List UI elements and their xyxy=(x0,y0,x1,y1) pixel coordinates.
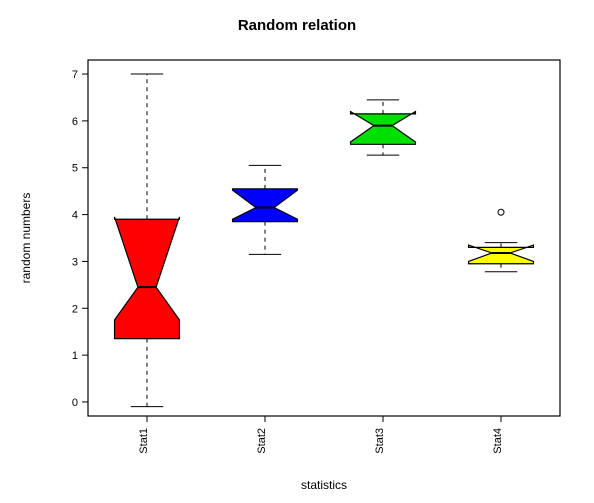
x-tick-label: Stat3 xyxy=(374,428,386,454)
chart-title: Random relation xyxy=(238,17,356,34)
x-axis-label: statistics xyxy=(301,478,347,492)
chart-svg: Random relation 0 1 2 3 4 5 6 7 random numbers Sta… xyxy=(0,0,594,503)
y-axis-label: random numbers xyxy=(19,193,33,284)
y-tick-label: 0 xyxy=(72,397,78,409)
y-tick-label: 2 xyxy=(72,303,78,315)
y-tick-label: 1 xyxy=(72,350,78,362)
boxplot-chart: Random relation 0 1 2 3 4 5 6 7 random numbers Sta… xyxy=(0,0,594,503)
x-tick-label: Stat2 xyxy=(256,428,268,454)
y-tick-label: 4 xyxy=(72,210,78,222)
y-tick-label: 6 xyxy=(72,116,78,128)
x-tick-label: Stat1 xyxy=(138,428,150,454)
x-tick-label: Stat4 xyxy=(492,428,504,454)
y-tick-label: 7 xyxy=(72,69,78,81)
y-tick-label: 3 xyxy=(72,256,78,268)
y-tick-label: 5 xyxy=(72,163,78,175)
